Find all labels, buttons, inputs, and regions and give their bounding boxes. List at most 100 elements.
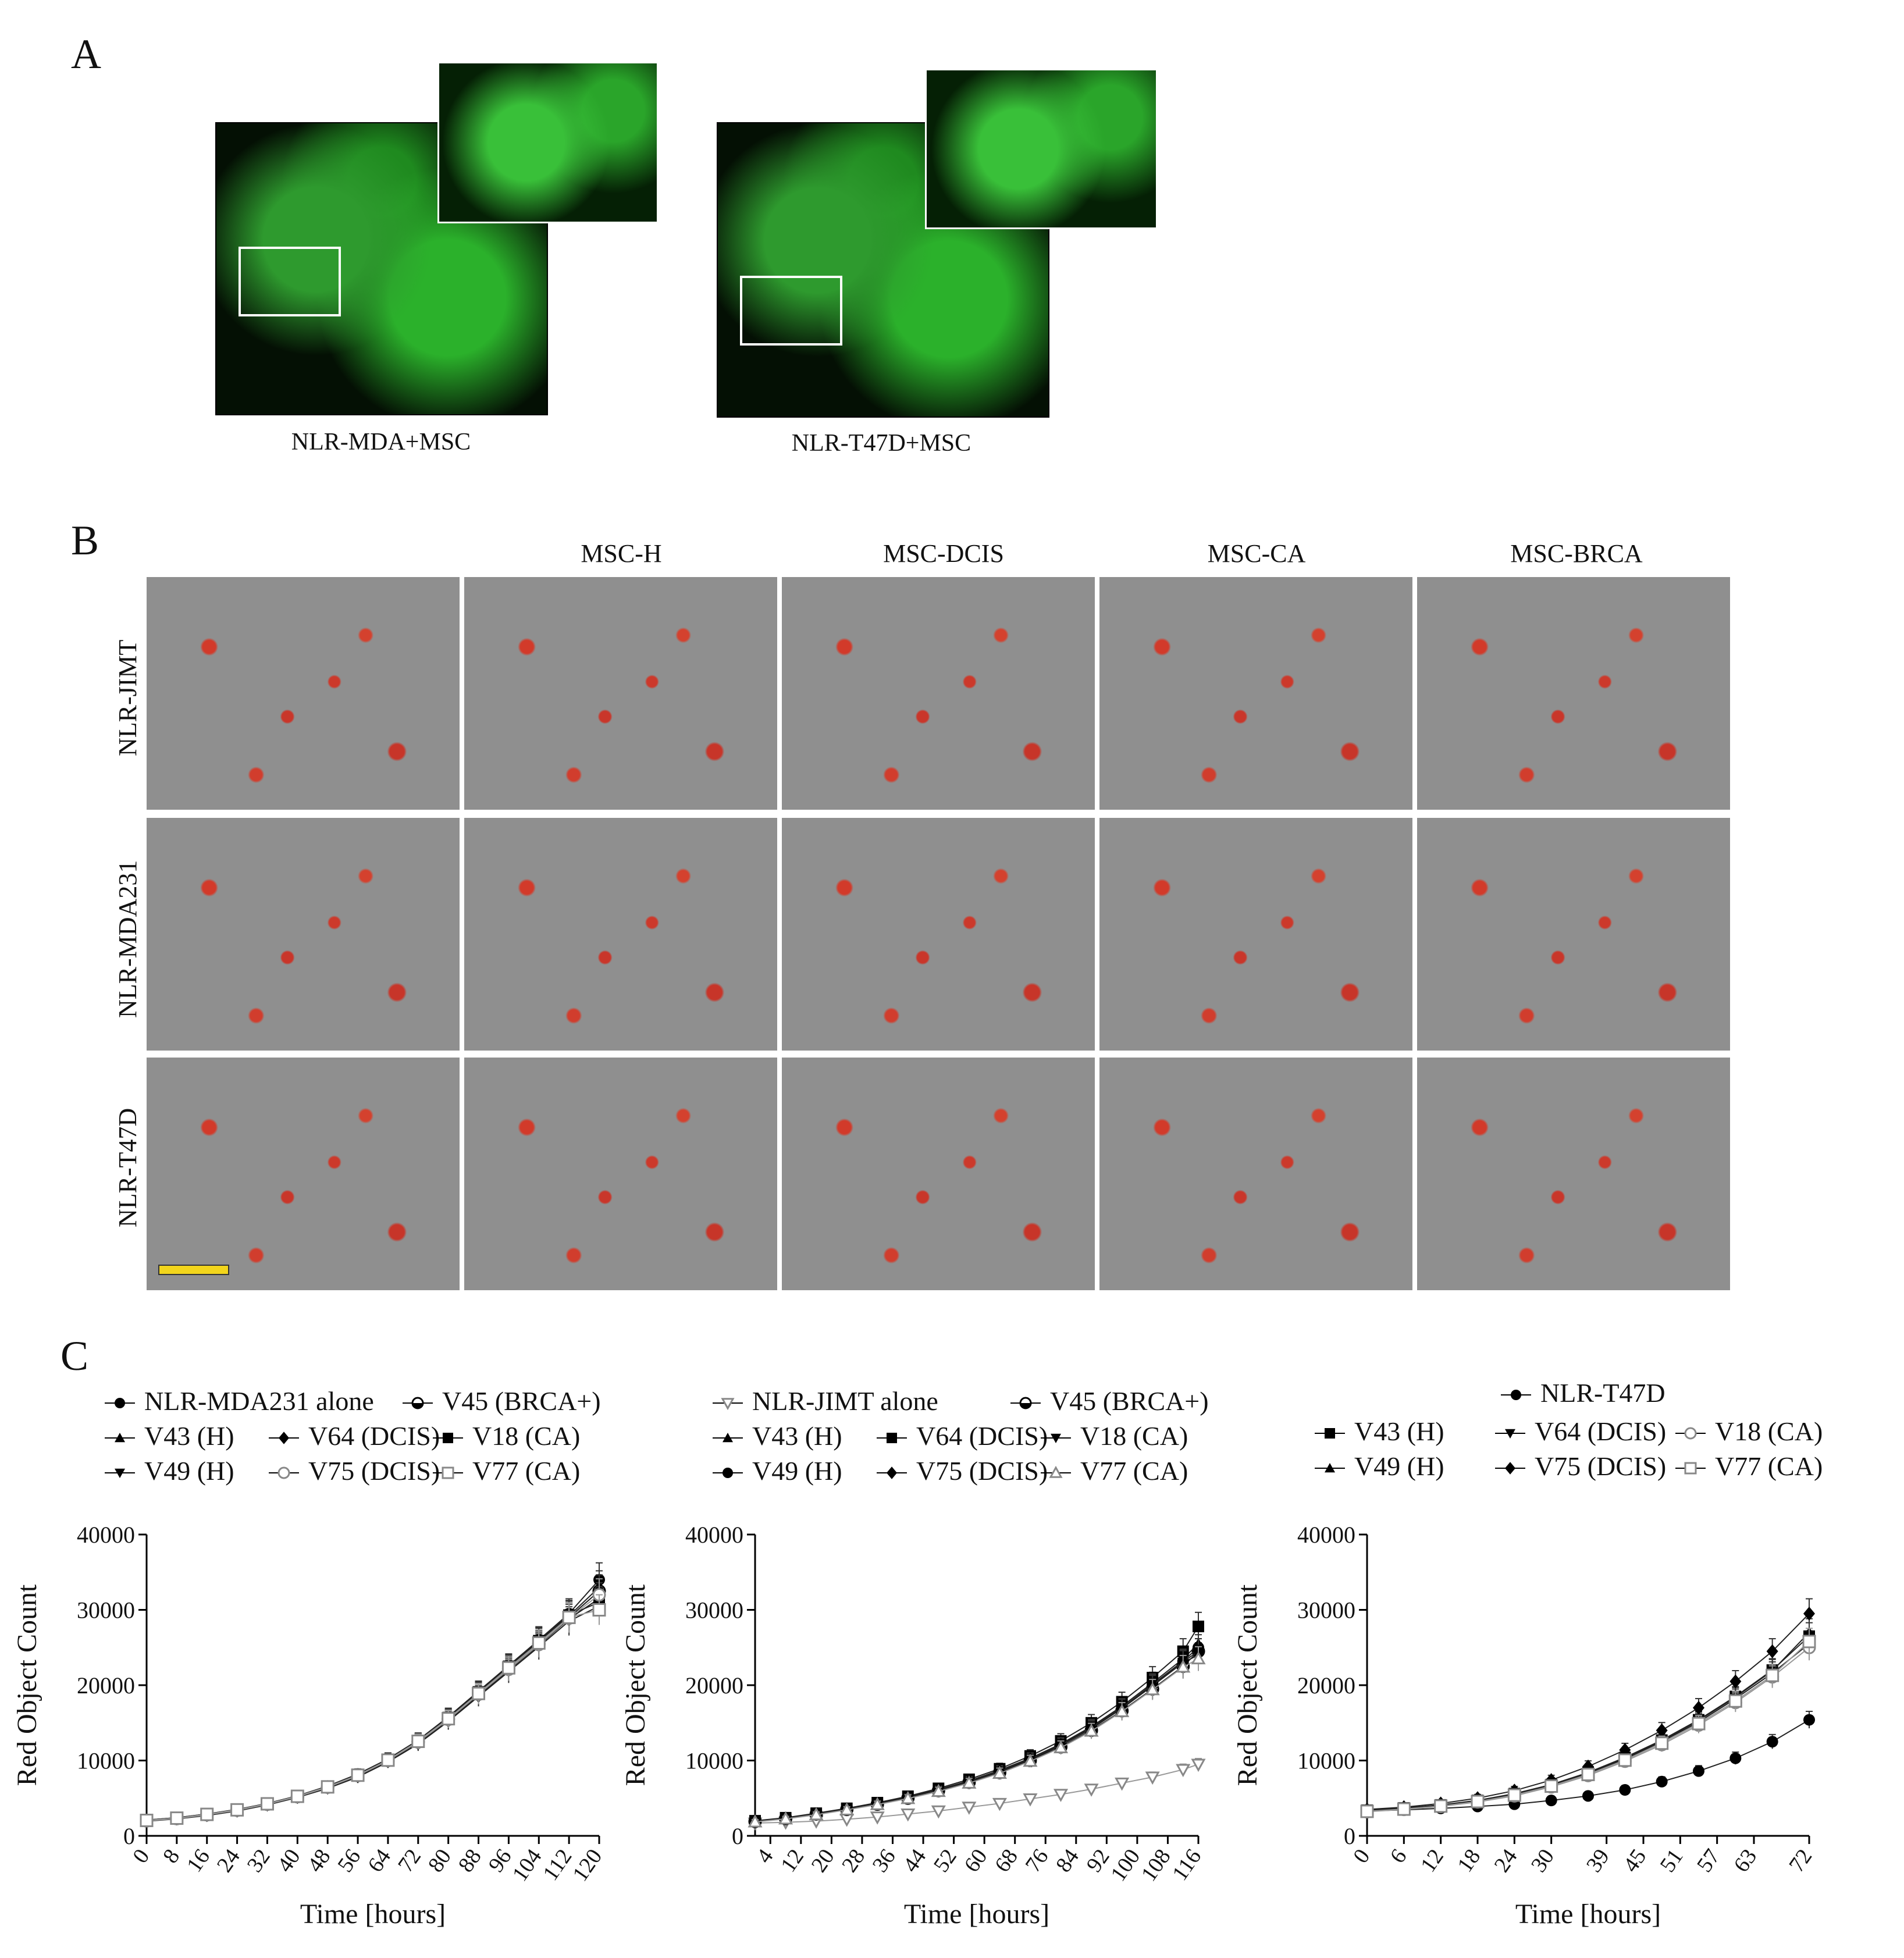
x-tick-label: 88 <box>454 1845 486 1877</box>
legend-marker-v49-h <box>1325 1463 1335 1473</box>
legend-entry-v43-h: V43 (H) <box>1315 1416 1444 1446</box>
legend-marker-nlr-jimt-alone <box>721 1398 735 1411</box>
data-point <box>809 1807 824 1821</box>
x-tick-label: 18 <box>1453 1845 1485 1877</box>
x-tick-label: 120 <box>568 1845 607 1886</box>
data-point <box>290 1789 304 1803</box>
legend-label-v64-dcis: V64 (DCIS) <box>916 1421 1048 1451</box>
legend-marker-v77-ca <box>1049 1465 1063 1478</box>
data-point <box>1803 1606 1815 1621</box>
legend-marker-v75-dcis <box>1505 1462 1515 1475</box>
legend-marker-v18-ca <box>1684 1427 1697 1440</box>
legend-marker-v18-ca <box>1051 1433 1061 1443</box>
data-point <box>931 1783 946 1797</box>
legend-marker-v49-h <box>723 1468 733 1478</box>
legend-label-nlr-mda231-alone: NLR-MDA231 alone <box>144 1386 374 1416</box>
legend-label-v18-ca: V18 (CA) <box>472 1421 580 1451</box>
x-tick-label: 57 <box>1692 1845 1725 1877</box>
legend-entry-v18-ca: V18 (CA) <box>433 1421 580 1451</box>
legend-entry-v18-ca: V18 (CA) <box>1041 1421 1188 1451</box>
legend-marker-v45-brca <box>412 1403 423 1408</box>
series-line-v64-dcis <box>1366 1643 1810 1812</box>
micrograph-tile <box>1099 818 1412 1051</box>
series-v77-ca <box>140 1594 606 1827</box>
y-axis-title: Red Object Count <box>620 1584 651 1786</box>
data-point <box>1619 1743 1631 1757</box>
data-point <box>1619 1784 1631 1796</box>
legend-label-v75-dcis: V75 (DCIS) <box>1535 1451 1666 1481</box>
data-point <box>1656 1723 1668 1738</box>
data-point <box>1023 1753 1038 1767</box>
data-point <box>230 1803 244 1817</box>
x-tick-label: 48 <box>302 1845 335 1877</box>
series-nlr-mda231-alone <box>141 1562 605 1826</box>
legend-entry-v64-dcis: V64 (DCIS) <box>1495 1416 1666 1446</box>
y-tick-label: 20000 <box>77 1672 135 1699</box>
scale-bar <box>158 1265 229 1275</box>
series-line-v77-ca <box>1366 1641 1810 1812</box>
micrograph-tile <box>1417 818 1730 1051</box>
data-point <box>1360 1804 1374 1818</box>
panel-c-letter: C <box>60 1333 89 1379</box>
y-tick-label: 40000 <box>77 1522 135 1548</box>
data-point <box>1693 1765 1704 1777</box>
x-tick-label: 72 <box>393 1845 426 1877</box>
data-point <box>381 1753 395 1767</box>
chart-2: NLR-JIMT alone V45 (BRCA+) V43 (H) V64 (DCI… <box>620 1386 1209 1929</box>
data-point <box>1581 1767 1595 1781</box>
legend-marker-v43-h <box>723 1433 733 1443</box>
series-line-v18-ca <box>1366 1647 1810 1813</box>
micrograph-tile <box>464 818 777 1051</box>
data-point <box>321 1780 334 1794</box>
x-tick-label: 84 <box>1051 1845 1084 1877</box>
x-tick-label: 51 <box>1656 1845 1688 1877</box>
data-point <box>1084 1723 1099 1737</box>
x-tick-label: 36 <box>868 1845 901 1877</box>
x-tick-label: 104 <box>508 1845 547 1886</box>
series-v75-dcis <box>749 1638 1204 1829</box>
y-tick-label: 30000 <box>685 1597 743 1624</box>
series-line-v43-h <box>755 1643 1199 1822</box>
data-point <box>1115 1777 1130 1791</box>
data-point <box>351 1768 365 1782</box>
legend-label-v64-dcis: V64 (DCIS) <box>308 1421 440 1451</box>
data-point <box>411 1734 425 1748</box>
x-tick-label: 24 <box>1490 1845 1522 1877</box>
x-tick-label: 6 <box>1385 1845 1411 1868</box>
micrograph-tile <box>1417 577 1730 810</box>
column-header-msc-ca: MSC-CA <box>1207 539 1306 568</box>
legend-entry-v64-dcis: V64 (DCIS) <box>269 1421 440 1451</box>
series-v49-h <box>749 1634 1204 1827</box>
data-point <box>901 1808 916 1822</box>
y-tick-label: 40000 <box>685 1522 743 1548</box>
series-v43-h <box>1361 1622 1815 1816</box>
data-point <box>1053 1740 1069 1753</box>
data-point <box>1193 1620 1204 1632</box>
data-point <box>1692 1717 1706 1731</box>
micrograph-mda-msc-inset <box>437 62 659 223</box>
series-v18-ca <box>749 1642 1204 1828</box>
data-point <box>1729 1674 1742 1689</box>
legend-entry-v18-ca: V18 (CA) <box>1675 1416 1823 1446</box>
legend-marker-v49-h <box>115 1468 125 1478</box>
series-line-nlr-jimt-alone <box>755 1764 1199 1824</box>
panel-b-letter: B <box>71 517 99 564</box>
series-line-v18-ca <box>146 1601 600 1821</box>
legend-marker-v64-dcis <box>1505 1429 1515 1439</box>
legend-entry-v45-brca: V45 (BRCA+) <box>1010 1386 1209 1416</box>
legend-marker-v77-ca <box>442 1466 454 1479</box>
legend-label-v75-dcis: V75 (DCIS) <box>308 1456 440 1486</box>
data-point <box>1115 1704 1130 1717</box>
legend-label-nlr-jimt-alone: NLR-JIMT alone <box>752 1386 938 1416</box>
legend-entry-v45-brca: V45 (BRCA+) <box>403 1386 601 1416</box>
row-header-nlr-jimt: NLR-JIMT <box>113 639 142 756</box>
y-tick-label: 30000 <box>77 1597 135 1624</box>
legend-label-v49-h: V49 (H) <box>1354 1451 1444 1481</box>
data-point <box>1728 1694 1742 1708</box>
x-tick-label: 60 <box>959 1845 992 1877</box>
series-line-v18-ca <box>755 1654 1199 1822</box>
data-point <box>501 1661 515 1675</box>
legend-label-v43-h: V43 (H) <box>752 1421 842 1451</box>
legend-entry-nlr-jimt-alone: NLR-JIMT alone <box>713 1386 938 1416</box>
series-line-v75-dcis <box>146 1594 600 1822</box>
